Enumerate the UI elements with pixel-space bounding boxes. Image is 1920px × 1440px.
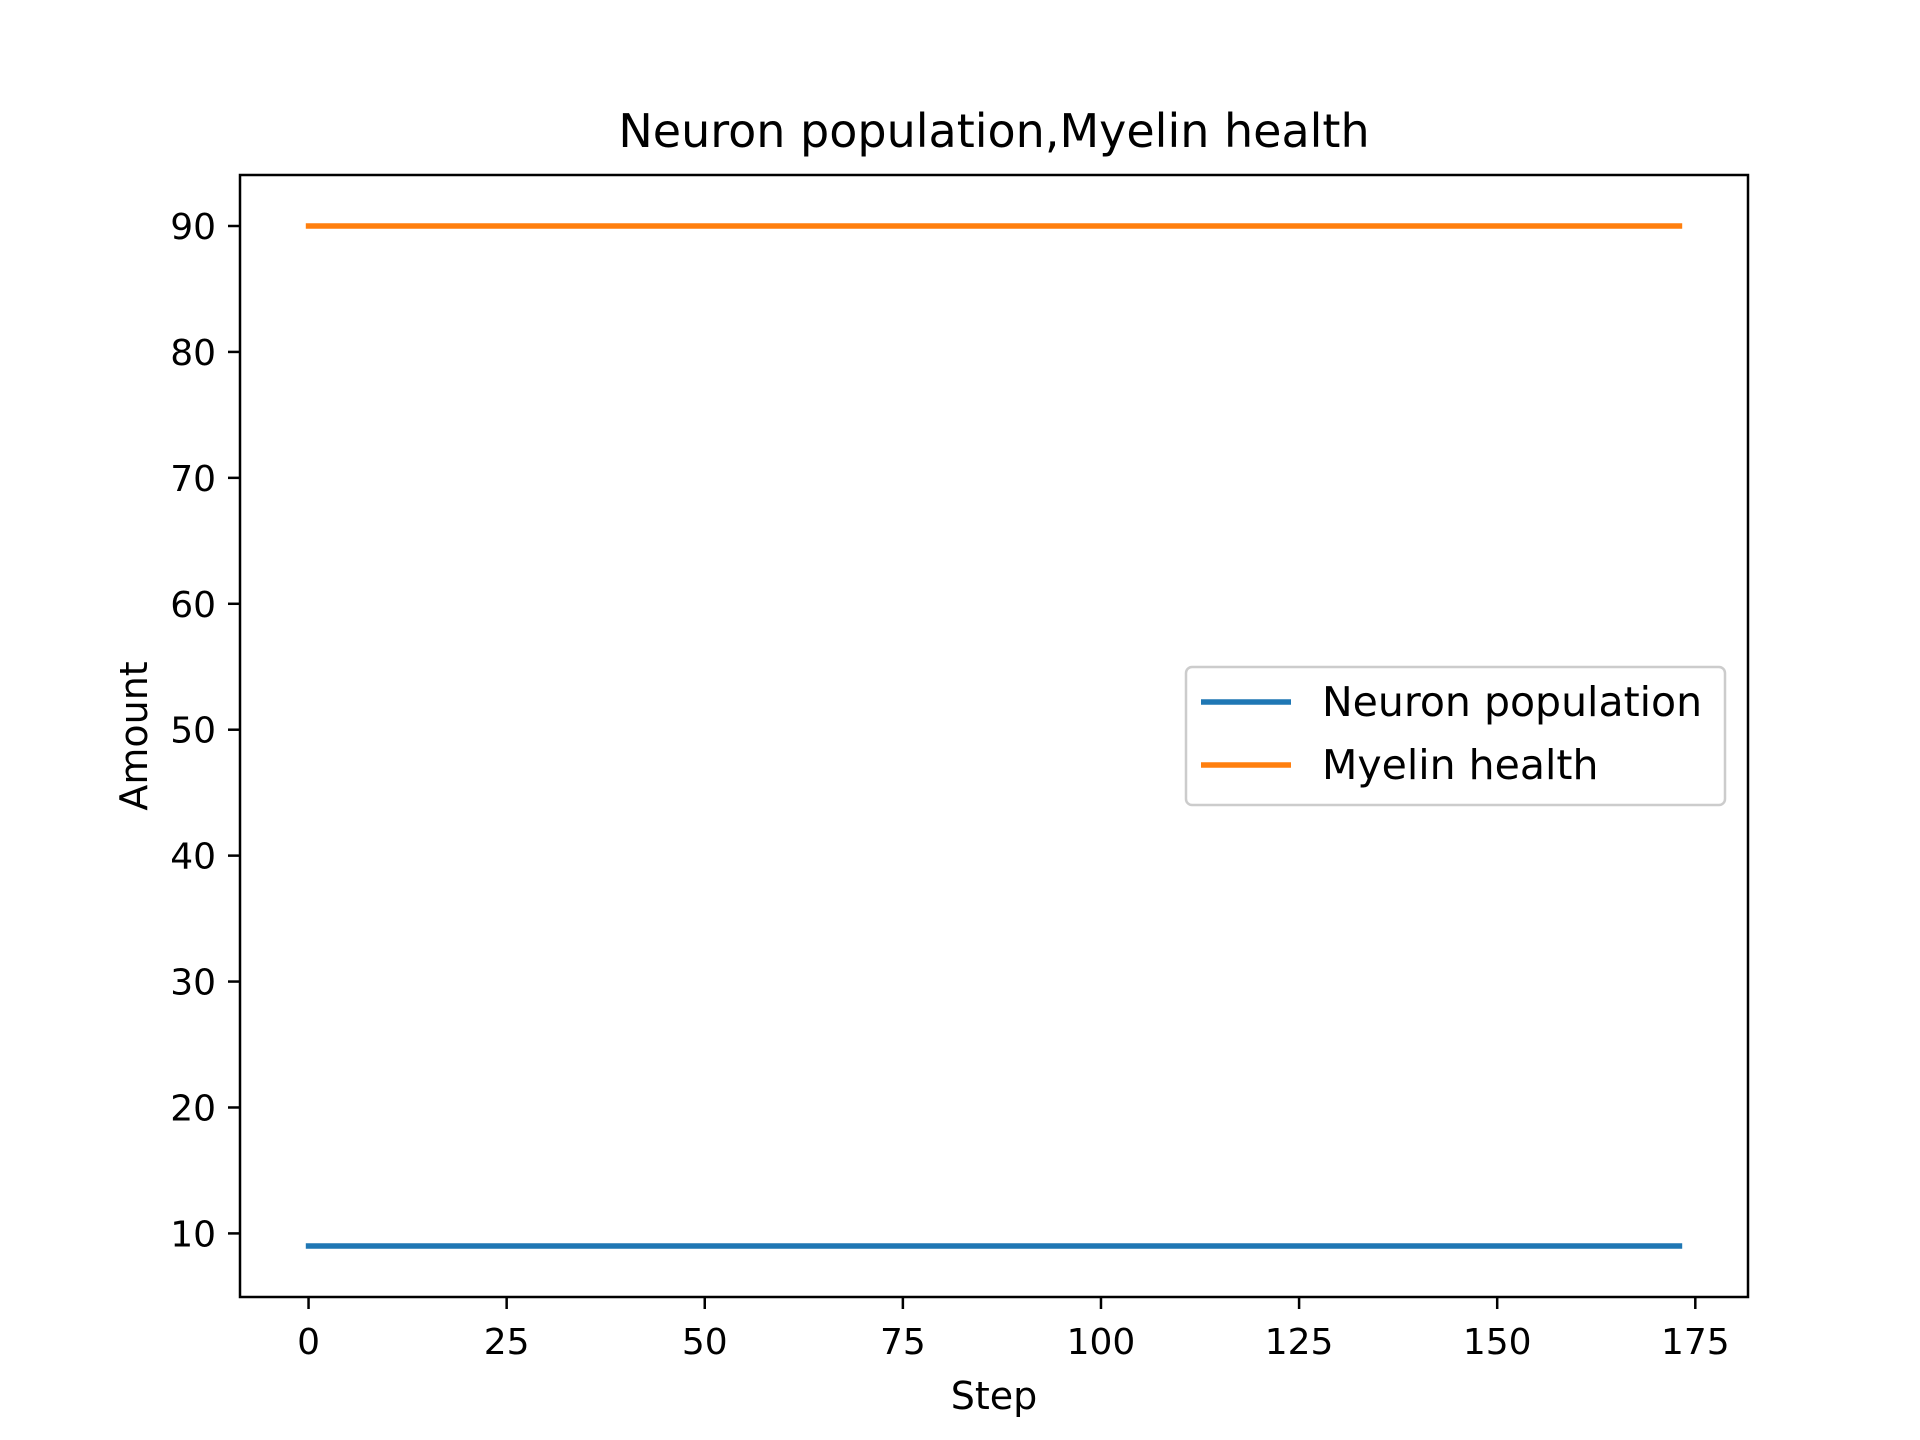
y-tick-label: 40 — [170, 837, 216, 878]
y-tick-label: 10 — [170, 1214, 216, 1255]
x-tick-label: 25 — [484, 1322, 530, 1363]
y-axis: 10 20 30 40 50 60 70 80 90 — [170, 207, 240, 1255]
y-tick-label: 20 — [170, 1088, 216, 1129]
y-tick-label: 60 — [170, 585, 216, 626]
legend-box — [1184, 665, 1727, 807]
legend-entry: Myelin health — [1322, 741, 1598, 789]
legend: Neuron population Myelin health — [1184, 665, 1727, 807]
legend-entry: Neuron population — [1322, 678, 1702, 726]
y-tick-label: 50 — [170, 711, 216, 752]
x-tick-label: 75 — [880, 1322, 926, 1363]
plot-frame — [238, 173, 1750, 1299]
y-tick-label: 80 — [170, 333, 216, 374]
x-tick-label: 125 — [1265, 1322, 1334, 1363]
y-tick-label: 30 — [170, 963, 216, 1004]
x-tick-label: 175 — [1661, 1322, 1730, 1363]
x-tick-label: 100 — [1067, 1322, 1136, 1363]
y-tick-label: 70 — [170, 459, 216, 500]
y-axis-label: Amount — [112, 661, 156, 810]
plot-area — [305, 223, 1683, 1249]
x-axis: 0 25 50 75 100 125 150 175 — [297, 1297, 1730, 1363]
y-tick-label: 90 — [170, 207, 216, 248]
chart-title: Neuron population,Myelin health — [618, 104, 1369, 158]
x-tick-label: 150 — [1463, 1322, 1532, 1363]
x-axis-label: Step — [951, 1374, 1038, 1418]
x-tick-label: 0 — [297, 1322, 320, 1363]
x-tick-label: 50 — [682, 1322, 728, 1363]
